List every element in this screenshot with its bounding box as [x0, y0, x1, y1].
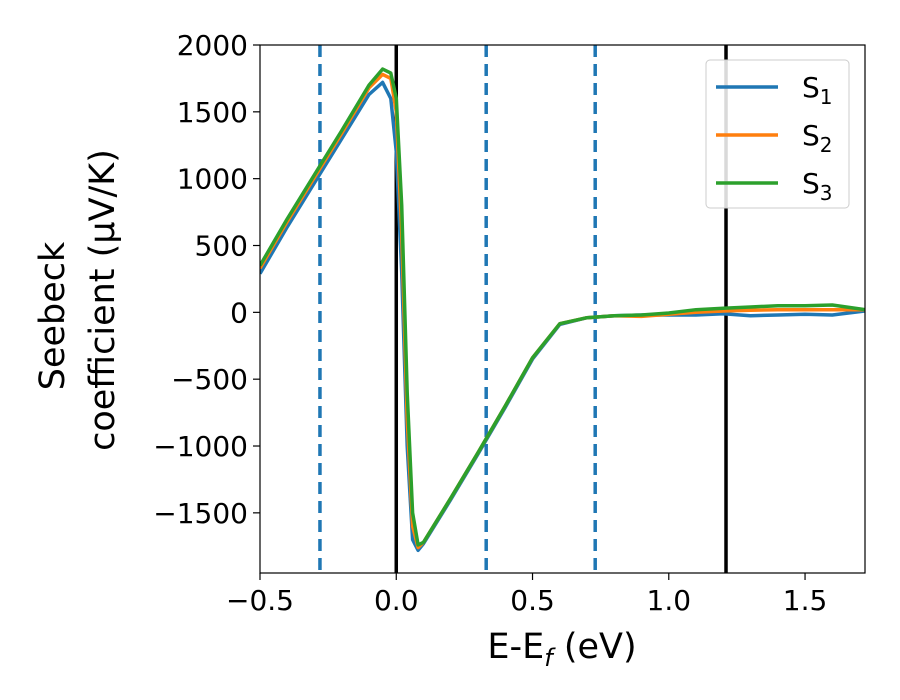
y-tick-label: 1500 — [177, 96, 248, 129]
x-tick-label: 1.0 — [647, 584, 692, 617]
y-tick-label: −1000 — [153, 430, 248, 463]
x-tick-label: 1.5 — [783, 584, 828, 617]
svg-text:E-Ef (eV): E-Ef (eV) — [487, 627, 636, 672]
legend: S1 S2 S3 — [705, 59, 850, 209]
x-tick-label: 0.5 — [510, 584, 555, 617]
y-tick-label: 2000 — [177, 29, 248, 62]
y-tick-label: −500 — [171, 363, 248, 396]
y-axis-title: Seebeck coefficient (μV/K) — [33, 149, 123, 451]
x-axis-title-unit: (eV) — [564, 627, 637, 667]
y-tick-label: 0 — [230, 296, 248, 329]
y-tick-label: −1500 — [153, 497, 248, 530]
x-axis-title-main: E-E — [487, 627, 544, 667]
legend-label-1: S1 — [802, 71, 833, 109]
x-tick-label: −0.5 — [226, 584, 294, 617]
series-line-3 — [260, 67, 865, 547]
y-axis-title-line2: coefficient (μV/K) — [83, 149, 123, 451]
x-axis-title: E-Ef (eV) — [487, 627, 636, 672]
y-tick-label: 500 — [195, 230, 248, 263]
legend-label-3: S3 — [802, 167, 833, 205]
x-tick-label: 0.0 — [374, 584, 419, 617]
legend-label-2: S2 — [802, 119, 833, 157]
axes: −0.5 0.0 0.5 1.0 1.5 2000 1500 1000 500 0 −500 −100… — [153, 29, 866, 617]
axes-frame — [259, 44, 866, 574]
y-axis-title-line1: Seebeck — [33, 241, 73, 390]
y-tick-label: 1000 — [177, 163, 248, 196]
